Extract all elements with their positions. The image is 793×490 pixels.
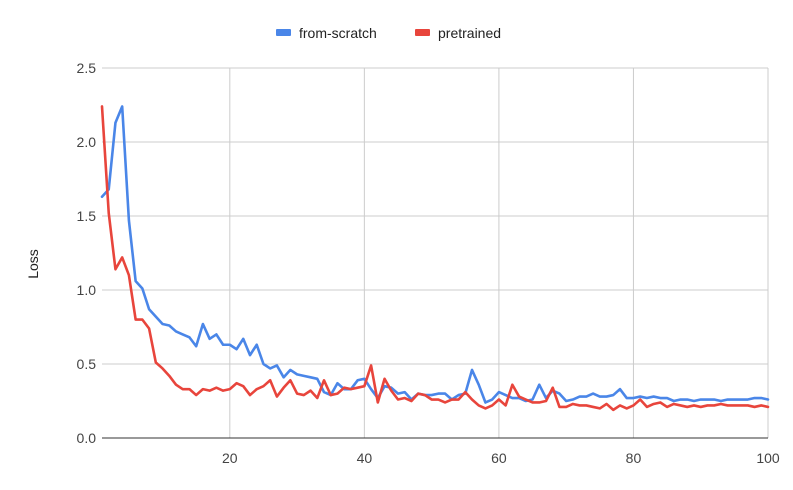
x-tick-label: 80	[626, 450, 642, 466]
x-tick-label: 40	[357, 450, 373, 466]
y-tick-label: 1.5	[77, 208, 97, 224]
legend-label-pretrained: pretrained	[438, 25, 501, 41]
y-tick-label: 1.0	[77, 282, 97, 298]
series-lines	[100, 105, 770, 412]
y-tick-label: 0.5	[77, 356, 97, 372]
y-tick-label: 0.0	[77, 430, 97, 446]
legend-label-from-scratch: from-scratch	[299, 25, 377, 41]
axes: 0.0 0.5 1.0 1.5 2.0 2.5 20 40 60 80 100	[77, 60, 780, 466]
x-tick-label: 60	[491, 450, 507, 466]
legend: from-scratch pretrained	[276, 25, 501, 41]
legend-swatch-from-scratch	[276, 29, 291, 36]
legend-swatch-pretrained	[415, 29, 430, 36]
y-tick-label: 2.5	[77, 60, 97, 76]
x-tick-label: 20	[222, 450, 238, 466]
series-line-from-scratch	[100, 105, 770, 404]
y-tick-label: 2.0	[77, 134, 97, 150]
y-axis-title: Loss	[25, 249, 41, 279]
x-tick-label: 100	[756, 450, 780, 466]
grid	[102, 67, 769, 438]
series-line-pretrained	[100, 105, 770, 412]
